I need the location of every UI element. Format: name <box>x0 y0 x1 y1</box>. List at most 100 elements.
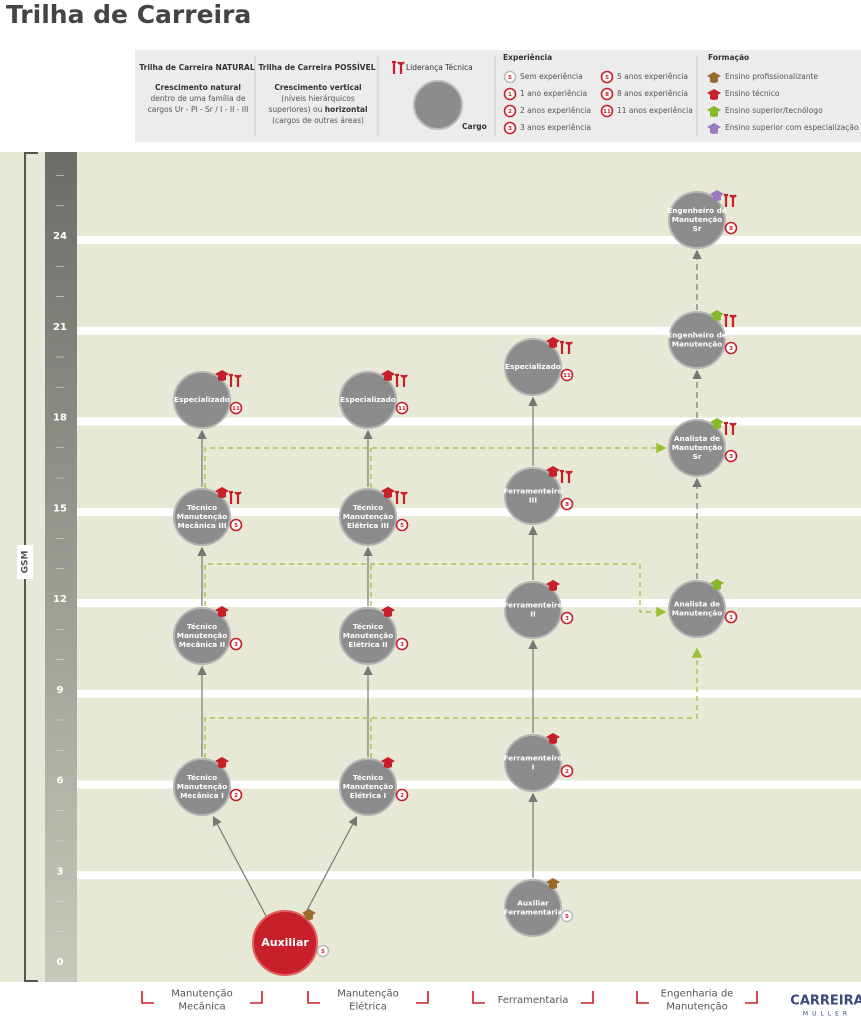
position-label: II <box>530 610 536 619</box>
education-icon <box>549 586 557 591</box>
experience-badge-text: 8 <box>605 92 609 98</box>
education-icon <box>218 763 226 768</box>
experience-badge <box>229 401 243 415</box>
position-node <box>504 879 562 937</box>
natural-arrow <box>212 815 267 917</box>
gsm-tick-label: 9 <box>57 685 64 696</box>
position-label: Manutenção <box>177 512 227 521</box>
position-label: Sr <box>693 452 702 461</box>
experience-badge <box>560 909 574 923</box>
position-node <box>668 191 726 249</box>
experience-badge <box>503 70 517 84</box>
position-label: Especializado <box>505 362 561 371</box>
position-node <box>173 371 231 429</box>
level-stripe <box>77 689 861 698</box>
leadership-icon <box>229 373 233 387</box>
education-icon <box>384 763 392 768</box>
experience-badge <box>560 368 574 382</box>
legend-box <box>135 50 861 142</box>
experience-badge-text: 3 <box>234 642 238 648</box>
position-label: Auxiliar <box>261 936 309 949</box>
area-bracket <box>472 991 594 1004</box>
chart-area <box>0 152 861 982</box>
gsm-bar <box>45 152 77 982</box>
education-icon <box>710 95 718 100</box>
experience-badge <box>600 104 614 118</box>
gsm-label-bg <box>17 545 33 579</box>
leadership-icon <box>565 470 573 483</box>
position-node <box>339 758 397 816</box>
experience-badge <box>560 497 574 511</box>
education-icon <box>218 376 226 381</box>
position-label: Técnico <box>353 773 383 782</box>
legend-natural-desc: Crescimento natural dentro de uma famíli… <box>143 82 253 115</box>
area-bracket <box>636 991 758 1004</box>
experience-badge <box>600 70 614 84</box>
leadership-icon <box>400 491 408 504</box>
education-icon <box>713 316 721 321</box>
position-label: Auxiliar <box>517 899 549 908</box>
legend-education-label: Ensino superior com especialização <box>725 123 859 132</box>
education-icon <box>710 78 718 83</box>
position-label: Ferramenteiro <box>503 754 562 763</box>
position-label: Mecânica III <box>177 521 226 530</box>
position-label: Analista de <box>674 600 720 609</box>
legend-experience-label: Sem experiência <box>520 72 583 81</box>
experience-badge <box>600 87 614 101</box>
position-node <box>339 371 397 429</box>
position-label: Elétrica III <box>347 521 389 530</box>
experience-badge-text: S <box>321 949 325 955</box>
experience-badge-text: 5 <box>605 75 609 81</box>
position-label: Sr <box>693 224 702 233</box>
education-icon <box>549 739 557 744</box>
position-node <box>504 581 562 639</box>
experience-badge-text: 5 <box>400 523 404 529</box>
area-label: Manutenção <box>171 989 233 1000</box>
experience-badge-text: S <box>508 75 512 81</box>
legend-experience-label: 2 anos experiência <box>520 106 591 115</box>
level-stripe <box>77 326 861 335</box>
legend-education-label: Ensino técnico <box>725 89 780 98</box>
legend-experience-label: 3 anos experiência <box>520 123 591 132</box>
area-label: Manutenção <box>666 1002 728 1013</box>
legend-leadership: Liderança Técnica <box>406 63 473 72</box>
area-label: Manutenção <box>337 989 399 1000</box>
leadership-icon <box>729 314 737 327</box>
position-label: Ferramenteiro <box>503 487 562 496</box>
level-stripe <box>77 871 861 880</box>
education-icon <box>713 585 721 590</box>
experience-badge <box>395 401 409 415</box>
experience-badge-text: 3 <box>565 616 569 622</box>
experience-badge-text: 11 <box>398 406 406 412</box>
position-label: Manutenção <box>177 782 227 791</box>
logo: CARREIRA <box>790 994 861 1009</box>
experience-badge-text: 3 <box>729 346 733 352</box>
experience-badge-text: S <box>565 914 569 920</box>
page-title: Trilha de Carreira <box>6 0 251 29</box>
education-icon <box>710 129 718 134</box>
experience-badge <box>229 637 243 651</box>
gsm-tick-label: 12 <box>53 594 67 605</box>
legend-position: Cargo <box>462 122 487 131</box>
education-icon <box>713 196 721 201</box>
position-node <box>173 758 231 816</box>
position-label: Técnico <box>353 622 383 631</box>
legend-experience-label: 1 ano experiência <box>520 89 587 98</box>
experience-badge-text: 5 <box>234 523 238 529</box>
position-label: Analista de <box>674 434 720 443</box>
area-bracket <box>307 991 429 1004</box>
education-icon <box>384 612 392 617</box>
legend-text: Crescimento natural <box>154 83 241 92</box>
leadership-icon <box>234 374 242 387</box>
legend-experience-label: 8 anos experiência <box>617 89 688 98</box>
legend-experience-label: 11 anos experiência <box>617 106 693 115</box>
level-stripe <box>77 236 861 244</box>
position-node <box>339 488 397 546</box>
legend-text: Crescimento vertical <box>274 83 362 92</box>
experience-badge <box>724 610 738 624</box>
gsm-tick-label: 18 <box>53 413 67 424</box>
position-label: Manutenção <box>343 782 393 791</box>
logo-sub: MULLER <box>803 1011 851 1018</box>
level-stripe <box>77 780 861 789</box>
